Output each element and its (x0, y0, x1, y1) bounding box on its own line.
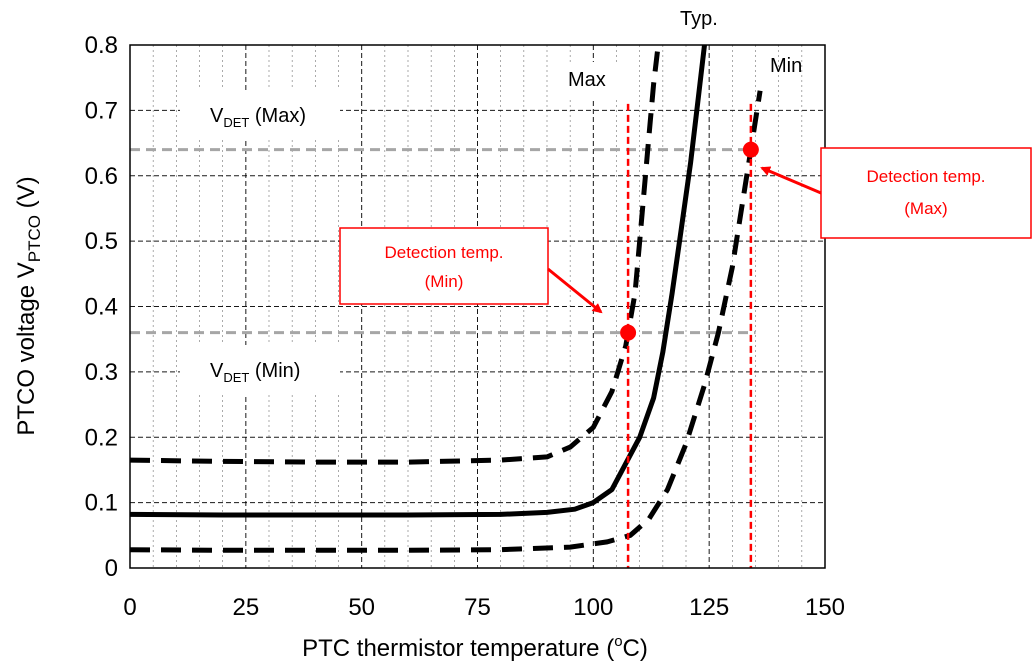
vdet-min-label: VDET (Min) (180, 345, 340, 395)
vdet-max-end: (Max) (249, 105, 306, 127)
x-axis-title-main: PTC thermistor temperature ( (302, 635, 614, 662)
callout-max-arrow (760, 166, 822, 195)
y-tick-labels: 0 0.1 0.2 0.3 0.4 0.5 0.6 0.7 0.8 (85, 32, 118, 582)
x-tick-label: 25 (232, 594, 259, 621)
y-axis-title-sub: PTCO (25, 215, 44, 262)
x-tick-label: 125 (689, 594, 729, 621)
x-axis-title-sup: o (614, 633, 622, 650)
x-tick-label: 50 (348, 594, 375, 621)
y-tick-label: 0 (105, 555, 118, 582)
y-tick-label: 0.8 (85, 32, 118, 59)
x-axis-title-end: C) (623, 635, 648, 662)
x-tick-label: 75 (464, 594, 491, 621)
callout-min: Detection temp. (Min) (339, 227, 549, 305)
threshold-lines (130, 148, 756, 335)
callout-min-line2: (Min) (425, 272, 464, 291)
plot-frame (129, 44, 826, 569)
series-label-min: Min (770, 55, 802, 77)
detection-points (620, 141, 759, 341)
series-line-max (129, 44, 661, 465)
y-axis-title: PTCO voltage VPTCO (V) (13, 176, 44, 435)
vdet-max-v: V (210, 105, 224, 127)
vdet-max-label: VDET (Max) (180, 90, 340, 140)
callout-max-line1: Detection temp. (866, 167, 985, 186)
vdet-max-sub: DET (223, 115, 249, 130)
callout-min-arrow (547, 267, 603, 314)
callout-max: Detection temp. (Max) (820, 147, 1032, 239)
detection-point (742, 141, 759, 158)
y-tick-label: 0.1 (85, 490, 118, 517)
vdet-min-v: V (210, 360, 224, 382)
series-line-min (129, 90, 763, 553)
svg-text:VDET (Min): VDET (Min) (210, 360, 300, 385)
y-tick-label: 0.4 (85, 294, 118, 321)
series-label-typ: Typ. (680, 8, 718, 30)
series-group (129, 44, 763, 553)
x-tick-label: 0 (123, 594, 136, 621)
x-tick-label: 150 (805, 594, 845, 621)
x-tick-label: 100 (573, 594, 613, 621)
y-tick-label: 0.5 (85, 228, 118, 255)
y-axis-title-end: (V) (13, 176, 40, 215)
x-tick-labels: 0 25 50 75 100 125 150 (123, 594, 845, 621)
vdet-min-sub: DET (223, 370, 249, 385)
x-axis-title: PTC thermistor temperature (oC) (302, 633, 648, 662)
svg-text:VDET (Max): VDET (Max) (210, 105, 306, 130)
series-line-typ (129, 44, 707, 518)
series-label-max: Max (568, 69, 606, 91)
y-tick-label: 0.2 (85, 424, 118, 451)
detection-point (620, 324, 637, 341)
y-axis-title-main: PTCO voltage V (13, 262, 40, 435)
callout-min-line1: Detection temp. (384, 243, 503, 262)
y-tick-label: 0.3 (85, 359, 118, 386)
vdet-min-end: (Min) (249, 360, 300, 382)
y-tick-label: 0.7 (85, 97, 118, 124)
callout-max-line2: (Max) (904, 199, 947, 218)
y-tick-label: 0.6 (85, 163, 118, 190)
